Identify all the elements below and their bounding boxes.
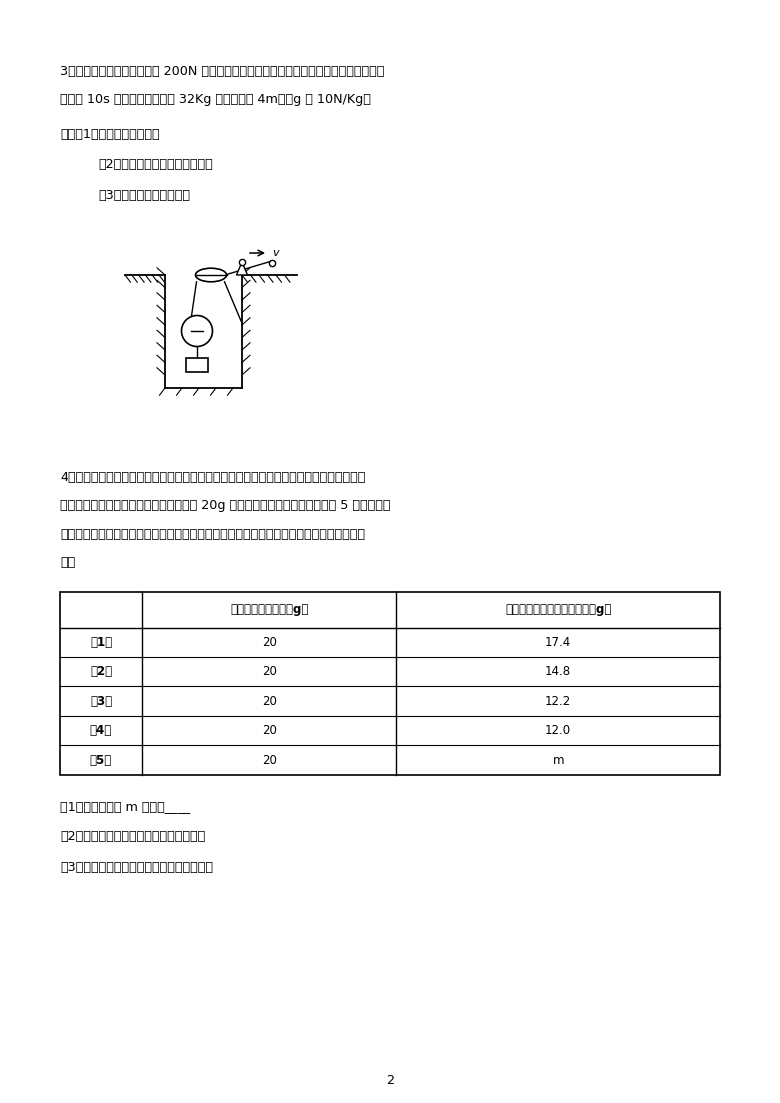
Text: （2）黄铜样品中锤的质量分数为是多少？: （2）黄铜样品中锤的质量分数为是多少？ bbox=[60, 831, 205, 844]
Text: 动，在 10s 内将矿井里质量为 32Kg 的物体提升 4m。（g 取 10N/Kg）: 动，在 10s 内将矿井里质量为 32Kg 的物体提升 4m。（g 取 10N/… bbox=[60, 94, 370, 107]
Text: m: m bbox=[552, 753, 564, 767]
Text: 趣小组的同学为了测定某黄铜的组成，取 20g 该黄铜样品于烧杯中，向其中分 5 次加入相同: 趣小组的同学为了测定某黄铜的组成，取 20g 该黄铜样品于烧杯中，向其中分 5 … bbox=[60, 500, 391, 513]
Text: 17.4: 17.4 bbox=[545, 635, 571, 649]
Polygon shape bbox=[236, 263, 247, 275]
Text: 充分反应后剩余固体的质量（g）: 充分反应后剩余固体的质量（g） bbox=[505, 603, 612, 617]
Text: 第1次: 第1次 bbox=[90, 635, 112, 649]
Text: 14.8: 14.8 bbox=[545, 665, 571, 678]
Text: 溶质质量分数的稀硫酸，使之充分反应．每次所用稀硫酸的质量及剩余固体的质量记录于下: 溶质质量分数的稀硫酸，使之充分反应．每次所用稀硫酸的质量及剩余固体的质量记录于下 bbox=[60, 528, 365, 540]
Text: 20: 20 bbox=[262, 753, 277, 767]
Text: 4、铜与锤的合金称为黄铜，有优良的导热性和耐腐蚀性，可用作各种仪器零件．某化学兴: 4、铜与锤的合金称为黄铜，有优良的导热性和耐腐蚀性，可用作各种仪器零件．某化学兴 bbox=[60, 471, 365, 484]
Text: （3）滑轮组的机械效率；: （3）滑轮组的机械效率； bbox=[98, 189, 190, 202]
Text: 20: 20 bbox=[262, 635, 277, 649]
Text: 表：: 表： bbox=[60, 557, 75, 569]
Circle shape bbox=[182, 315, 212, 346]
Text: 第4次: 第4次 bbox=[90, 725, 112, 737]
Text: 20: 20 bbox=[262, 695, 277, 708]
Text: 求：（1）人拉绳子的速度；: 求：（1）人拉绳子的速度； bbox=[60, 128, 160, 141]
Text: 12.2: 12.2 bbox=[545, 695, 571, 708]
Text: （1）上述表格中 m 的值为____: （1）上述表格中 m 的值为____ bbox=[60, 800, 190, 813]
Text: 加入稀硫酸的质量（g）: 加入稀硫酸的质量（g） bbox=[230, 603, 308, 617]
Text: 3、如图所示，某矿产工人用 200N 的水平拉力，抓紧绳子的一端，沿水平地面匀速向右运: 3、如图所示，某矿产工人用 200N 的水平拉力，抓紧绳子的一端，沿水平地面匀速… bbox=[60, 65, 385, 78]
Text: 第5次: 第5次 bbox=[90, 753, 112, 767]
Text: v: v bbox=[272, 248, 278, 258]
Text: 2: 2 bbox=[386, 1074, 394, 1088]
Text: 第3次: 第3次 bbox=[90, 695, 112, 708]
Text: （2）滑轮组对物体做功的功率；: （2）滑轮组对物体做功的功率； bbox=[98, 159, 213, 171]
Text: （3）所用稀硫酸中硫酸的质量分数是多少？: （3）所用稀硫酸中硫酸的质量分数是多少？ bbox=[60, 861, 213, 874]
Ellipse shape bbox=[196, 268, 226, 281]
Text: 12.0: 12.0 bbox=[545, 725, 571, 737]
Bar bbox=[186, 358, 208, 372]
Text: 第2次: 第2次 bbox=[90, 665, 112, 678]
Text: 20: 20 bbox=[262, 725, 277, 737]
Bar bbox=[60, 592, 720, 775]
Text: 20: 20 bbox=[262, 665, 277, 678]
